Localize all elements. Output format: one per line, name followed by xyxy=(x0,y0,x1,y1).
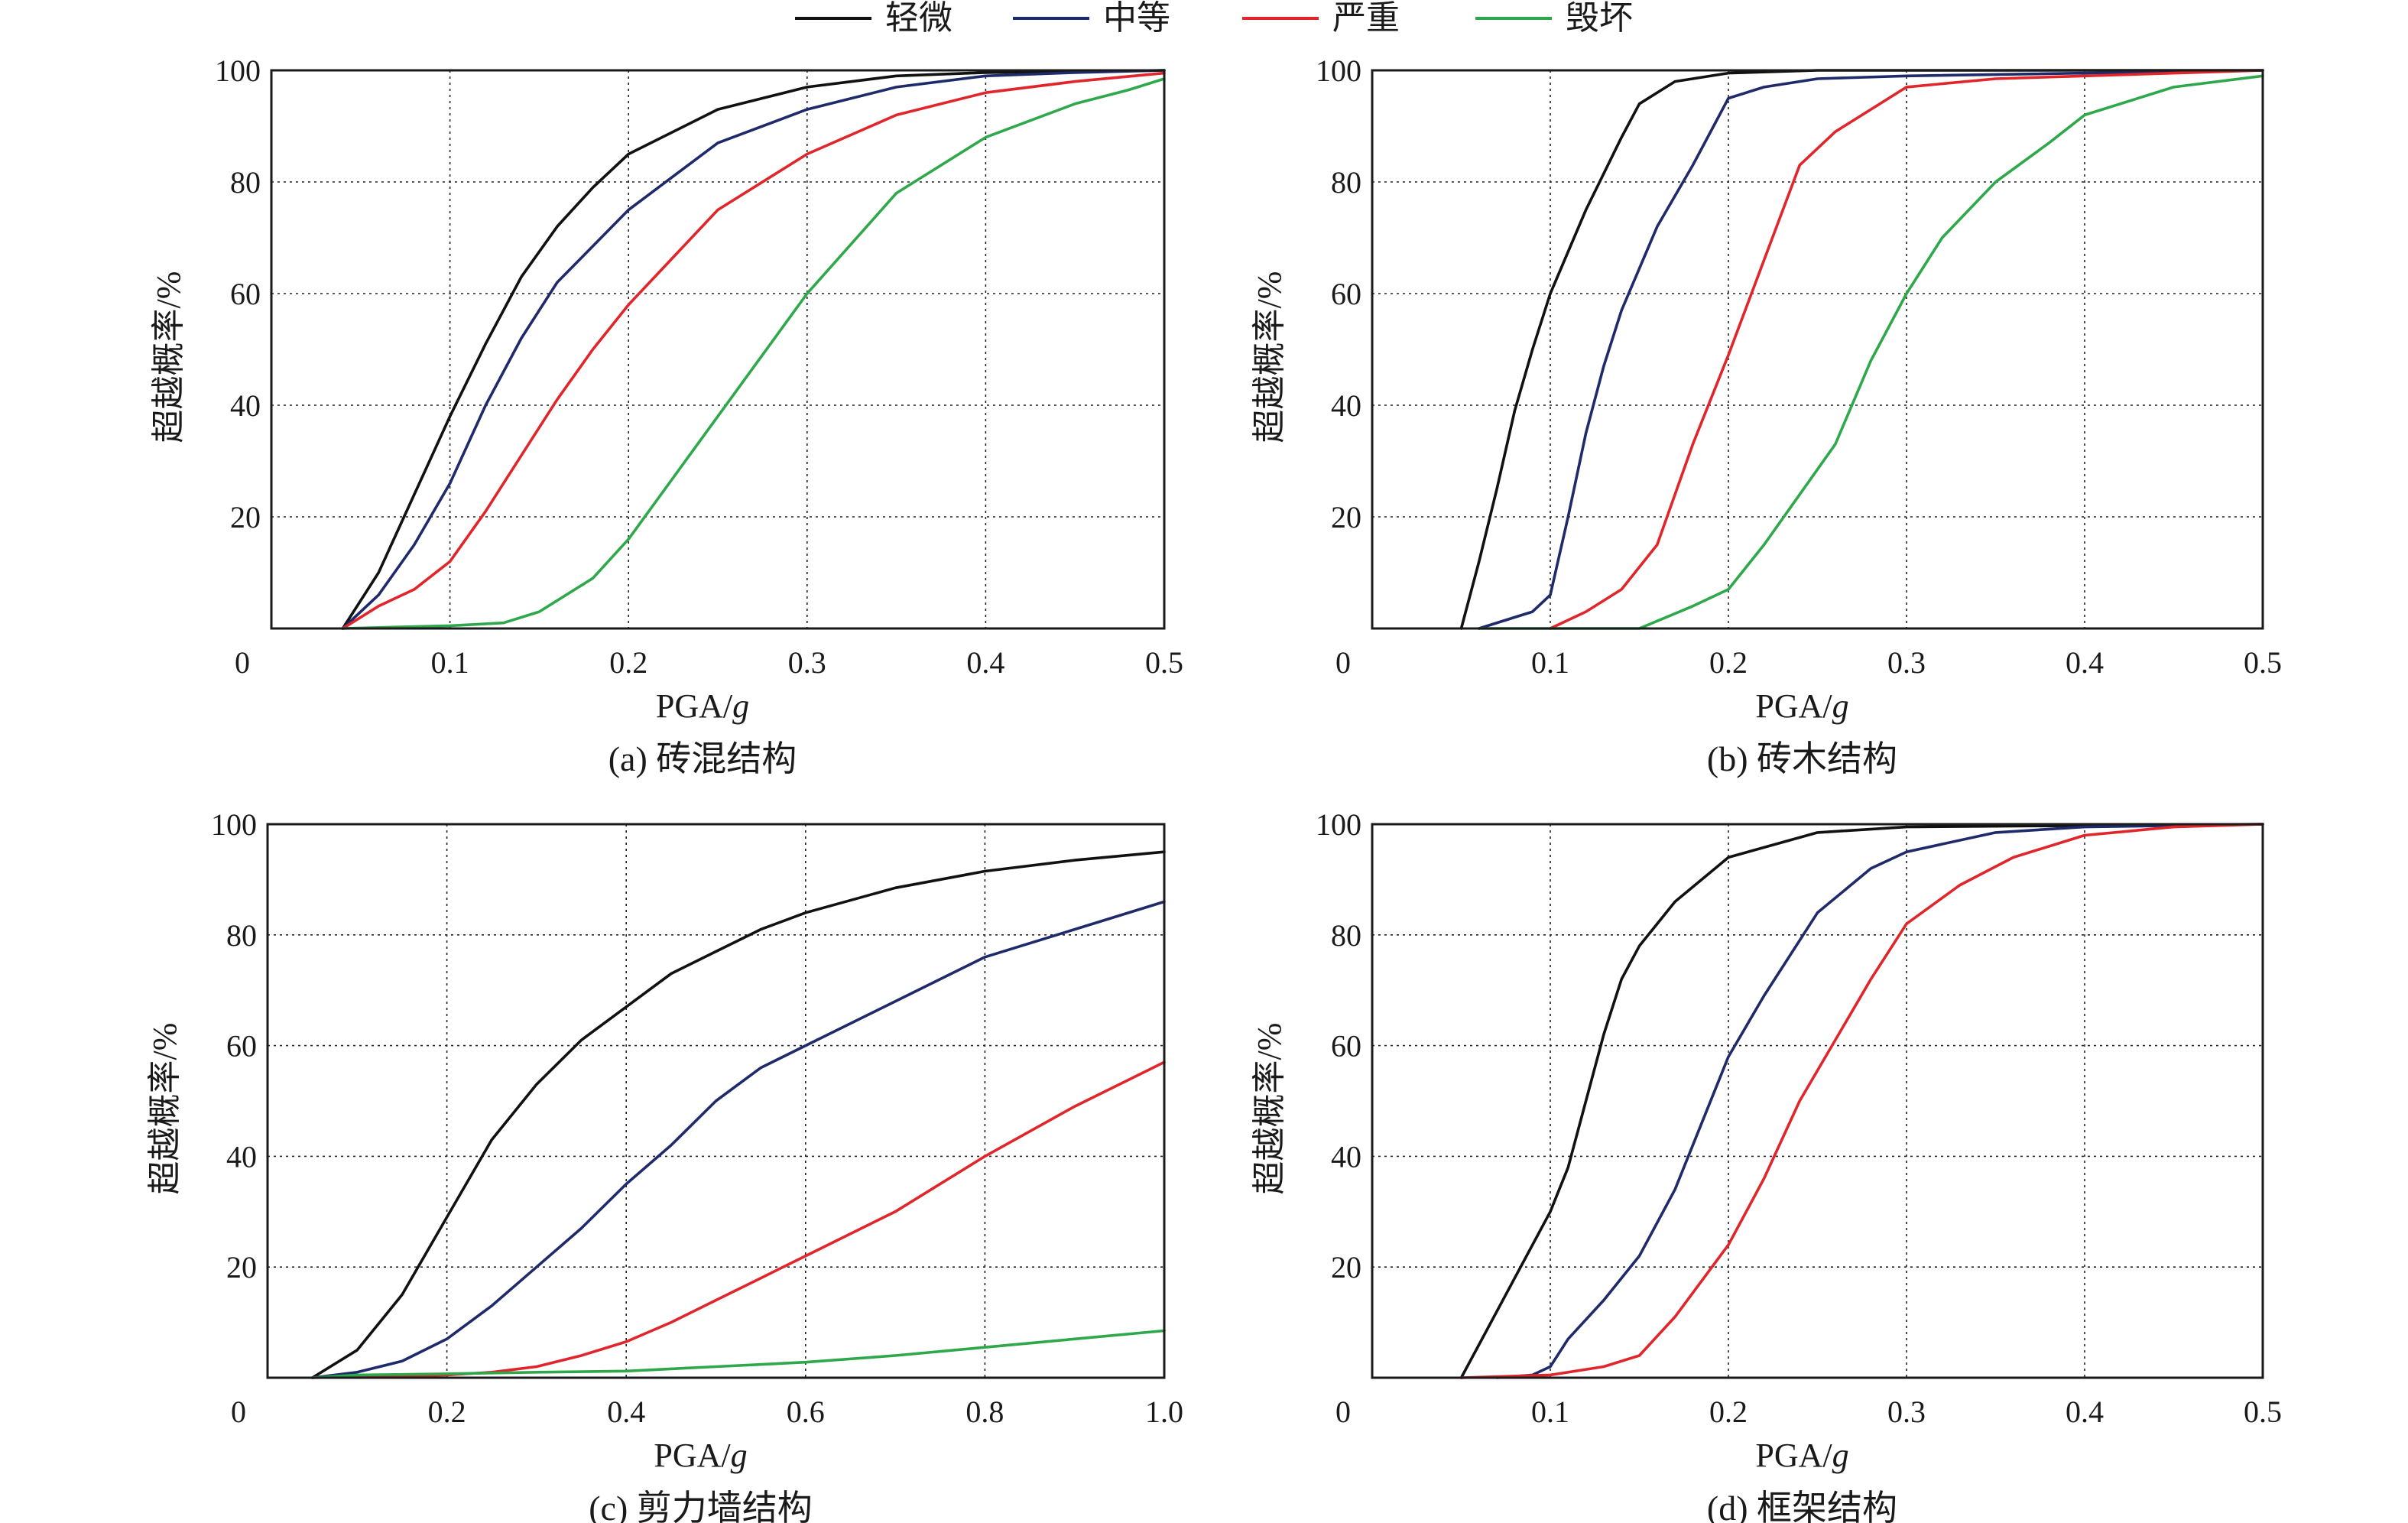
x-tick-label: 0.1 xyxy=(1531,1395,1569,1429)
series-line-严重 xyxy=(341,71,1166,630)
series-line-轻微 xyxy=(310,850,1166,1379)
y-tick-label: 20 xyxy=(230,500,261,534)
y-tick-label: 60 xyxy=(230,277,261,311)
y-tick-label: 80 xyxy=(230,165,261,200)
legend-item: 毁坏 xyxy=(1475,0,1633,37)
legend-label: 严重 xyxy=(1332,0,1400,37)
legend: 轻微 中等 严重 毁坏 xyxy=(795,0,1633,37)
series-line-毁坏 xyxy=(310,1329,1166,1379)
x-tick-label: 0.2 xyxy=(1709,1395,1748,1429)
y-tick-label: 20 xyxy=(1331,1250,1361,1284)
y-tick-label: 20 xyxy=(1331,500,1361,534)
x-tick-label: 0.3 xyxy=(788,645,826,680)
series-line-严重 xyxy=(1549,69,2264,630)
series-line-轻微 xyxy=(341,69,1166,630)
x-tick-label: 0.3 xyxy=(1887,1395,1926,1429)
x-tick-label: 0.2 xyxy=(609,645,647,680)
y-tick-label: 80 xyxy=(1331,165,1361,200)
x-tick-label: 0.2 xyxy=(1709,645,1748,680)
plot-frame xyxy=(270,69,1166,630)
series-line-中等 xyxy=(1495,823,2264,1379)
series-line-轻微 xyxy=(1459,69,2264,630)
y-axis-title: 超越概率/% xyxy=(146,1023,183,1195)
x-tick-label: 0.4 xyxy=(607,1395,645,1429)
x-tick-label: 0.4 xyxy=(966,645,1004,680)
y-tick-label: 40 xyxy=(230,388,261,423)
chart-panel: 0.1 0.2 0.3 0.4 0.5 20 40 60 80 100 0 PGA/g 超越概率/% (b… xyxy=(1251,54,2282,778)
y-tick-label: 80 xyxy=(1331,918,1361,953)
x-tick-label: 0.4 xyxy=(2066,645,2104,680)
series-line-严重 xyxy=(310,1060,1166,1379)
chart-panels: 0.1 0.2 0.3 0.4 0.5 20 40 60 80 100 0 PGA/g 超越概率/% (a… xyxy=(146,54,2282,1523)
series-line-中等 xyxy=(310,900,1166,1379)
y-tick-label: 100 xyxy=(1316,54,1361,88)
x-axis-title: PGA/g xyxy=(656,687,749,725)
y-tick-label: 40 xyxy=(226,1139,257,1174)
plot-frame xyxy=(1371,69,2264,630)
legend-label: 轻微 xyxy=(885,0,952,37)
legend-item: 中等 xyxy=(1013,0,1170,37)
chart-panel: 0.2 0.4 0.6 0.8 1.0 20 40 60 80 100 0 PGA/g 超越概率/% (c… xyxy=(146,807,1183,1523)
y-tick-label: 60 xyxy=(1331,1029,1361,1064)
y-tick-label: 80 xyxy=(226,918,257,953)
y-tick-label: 40 xyxy=(1331,388,1361,423)
origin-label: 0 xyxy=(235,645,250,680)
series-line-毁坏 xyxy=(341,77,1166,630)
x-tick-label: 1.0 xyxy=(1145,1395,1183,1429)
origin-label: 0 xyxy=(1335,645,1351,680)
y-tick-label: 60 xyxy=(226,1029,257,1064)
y-tick-label: 40 xyxy=(1331,1139,1361,1174)
y-axis-title: 超越概率/% xyxy=(1251,1023,1288,1195)
y-tick-label: 100 xyxy=(211,807,257,842)
x-tick-label: 0.3 xyxy=(1887,645,1926,680)
y-axis-title: 超越概率/% xyxy=(150,271,187,443)
legend-label: 毁坏 xyxy=(1566,0,1633,37)
origin-label: 0 xyxy=(231,1395,246,1429)
x-tick-label: 0.5 xyxy=(2244,1395,2282,1429)
legend-item: 严重 xyxy=(1242,0,1400,37)
x-tick-label: 0.4 xyxy=(2066,1395,2104,1429)
panel-caption: (d) 框架结构 xyxy=(1707,1489,1897,1523)
y-tick-label: 100 xyxy=(215,54,261,88)
series-line-中等 xyxy=(341,69,1166,630)
y-tick-label: 60 xyxy=(1331,277,1361,311)
plot-frame xyxy=(1371,823,2264,1379)
panel-caption: (c) 剪力墙结构 xyxy=(589,1489,813,1523)
panel-caption: (a) 砖混结构 xyxy=(608,739,797,778)
x-tick-label: 0.6 xyxy=(787,1395,825,1429)
x-tick-label: 0.2 xyxy=(428,1395,466,1429)
x-tick-label: 0.1 xyxy=(1531,645,1569,680)
legend-label: 中等 xyxy=(1103,0,1170,37)
x-tick-label: 0.5 xyxy=(2244,645,2282,680)
x-tick-label: 0.5 xyxy=(1145,645,1183,680)
y-axis-title: 超越概率/% xyxy=(1251,271,1288,443)
plot-frame xyxy=(266,823,1166,1379)
x-tick-label: 0.1 xyxy=(431,645,469,680)
panel-caption: (b) 砖木结构 xyxy=(1707,739,1897,778)
chart-panel: 0.1 0.2 0.3 0.4 0.5 20 40 60 80 100 0 PGA/g 超越概率/% (d… xyxy=(1251,807,2282,1523)
series-line-严重 xyxy=(1459,823,2264,1379)
x-axis-title: PGA/g xyxy=(654,1437,747,1474)
series-line-轻微 xyxy=(1459,823,2264,1379)
x-tick-label: 0.8 xyxy=(965,1395,1004,1429)
series-line-中等 xyxy=(1478,69,2264,630)
y-tick-label: 20 xyxy=(226,1250,257,1284)
series-line-毁坏 xyxy=(1478,74,2264,630)
legend-item: 轻微 xyxy=(795,0,952,37)
origin-label: 0 xyxy=(1335,1395,1351,1429)
x-axis-title: PGA/g xyxy=(1755,687,1848,725)
y-tick-label: 100 xyxy=(1316,807,1361,842)
chart-panel: 0.1 0.2 0.3 0.4 0.5 20 40 60 80 100 0 PGA/g 超越概率/% (a… xyxy=(150,54,1183,778)
x-axis-title: PGA/g xyxy=(1755,1437,1848,1474)
